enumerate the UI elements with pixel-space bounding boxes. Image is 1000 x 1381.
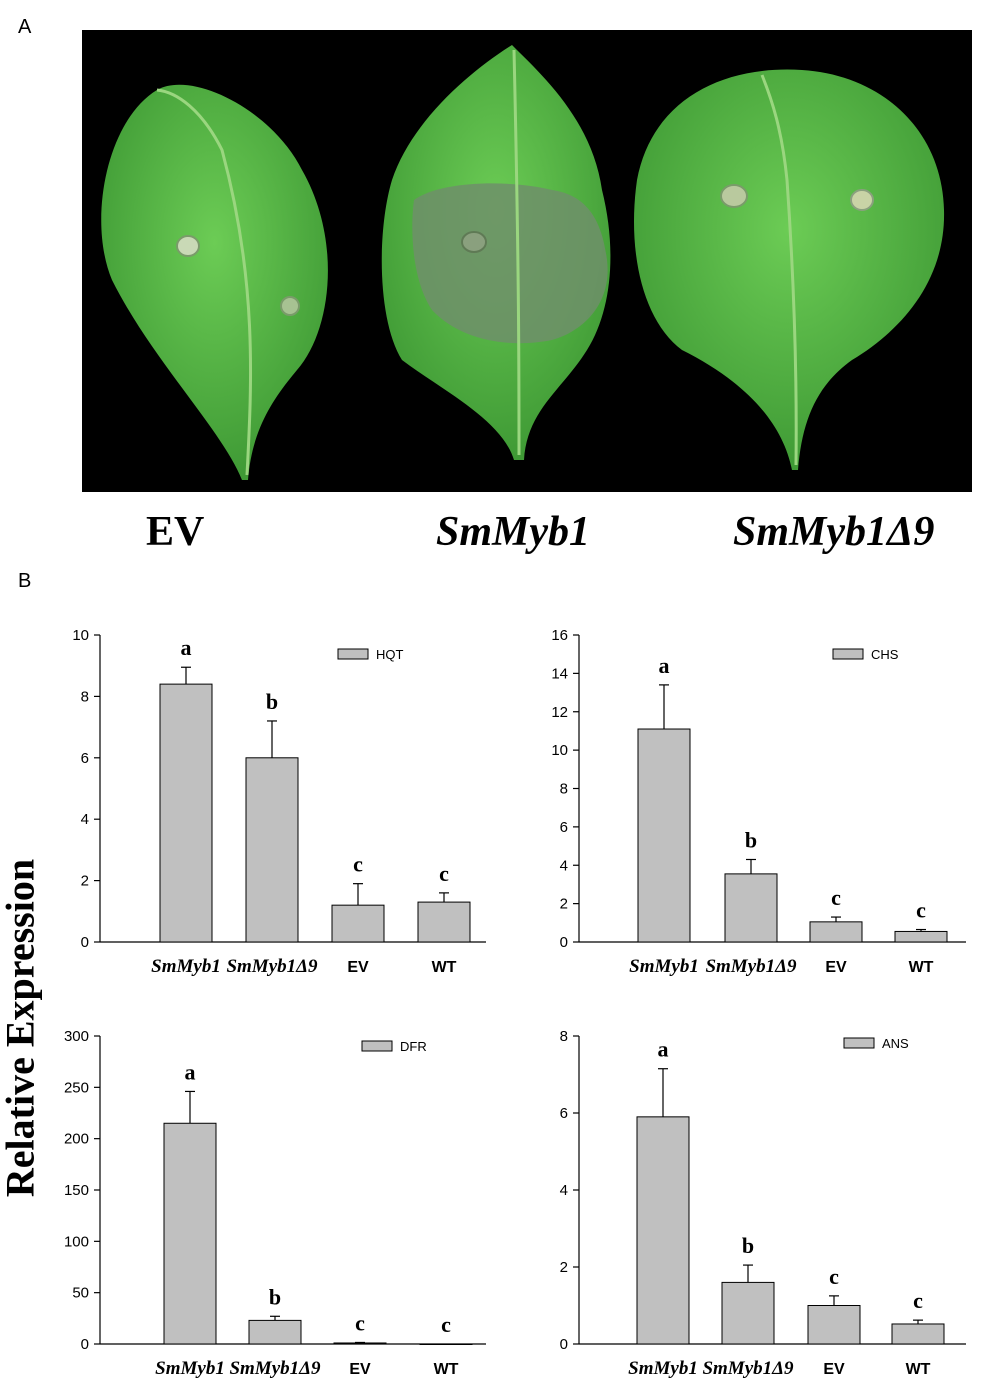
chs-significance-letter: b — [745, 827, 757, 852]
hqt-bar — [331, 904, 385, 943]
hqt-bar — [245, 757, 299, 943]
hqt-ytick-label: 8 — [81, 688, 89, 705]
chs-ytick-label: 10 — [551, 742, 568, 759]
dfr-bar — [419, 1343, 473, 1345]
ans-category-label: EV — [823, 1361, 845, 1378]
hqt-category-label: SmMyb1 — [151, 956, 221, 977]
hqt-ytick-label: 0 — [81, 934, 89, 951]
leaf-smmyb1d9 — [634, 69, 945, 470]
ans-ytick-label: 2 — [560, 1259, 568, 1276]
hqt-category-label: SmMyb1Δ9 — [226, 956, 318, 977]
photo-label-smmyb1: SmMyb1 — [436, 509, 591, 555]
ans-legend-swatch — [843, 1037, 875, 1049]
chs-category-label: SmMyb1 — [629, 956, 699, 977]
dfr-ytick-label: 250 — [64, 1079, 89, 1096]
ans-ytick-label: 0 — [560, 1336, 568, 1353]
chs-significance-letter: a — [659, 653, 670, 678]
leaf-ev — [101, 84, 328, 480]
dfr-significance-letter: c — [355, 1310, 365, 1335]
dfr-significance-letter: b — [269, 1284, 281, 1309]
ans-significance-letter: b — [742, 1233, 754, 1258]
dfr-ytick-label: 50 — [72, 1285, 89, 1302]
dfr-ytick-label: 0 — [81, 1336, 89, 1353]
hqt-significance-letter: c — [353, 852, 363, 877]
chs-bar — [724, 873, 778, 943]
hqt-bar — [417, 901, 471, 943]
chs-ytick-label: 12 — [551, 704, 568, 721]
chs-legend-label: CHS — [871, 647, 899, 662]
chs-ytick-label: 4 — [560, 857, 568, 874]
chs-significance-letter: c — [916, 898, 926, 923]
dfr-bar — [248, 1319, 302, 1345]
dfr-bar — [333, 1342, 387, 1345]
ans-category-label: SmMyb1 — [628, 1358, 698, 1379]
dfr-bar — [163, 1122, 217, 1345]
hqt-significance-letter: c — [439, 861, 449, 886]
leaf-photo — [82, 30, 972, 492]
ans-significance-letter: c — [829, 1264, 839, 1289]
dfr-ytick-label: 100 — [64, 1233, 89, 1250]
dfr-ytick-label: 150 — [64, 1182, 89, 1199]
photo-label-ev: EV — [146, 509, 205, 555]
chs-significance-letter: c — [831, 885, 841, 910]
dfr-significance-letter: c — [441, 1312, 451, 1337]
ans-bar — [636, 1116, 690, 1345]
dfr-category-label: SmMyb1 — [155, 1358, 225, 1379]
chs-category-label: WT — [909, 959, 934, 976]
dfr-legend-swatch — [361, 1040, 393, 1052]
photo-label-smmyb1d9: SmMyb1Δ9 — [733, 509, 935, 555]
ans-significance-letter: c — [913, 1288, 923, 1313]
ans-legend-label: ANS — [882, 1036, 909, 1051]
ans-ytick-label: 8 — [560, 1028, 568, 1045]
hqt-legend-swatch — [337, 648, 369, 660]
dfr-category-label: WT — [434, 1361, 459, 1378]
hqt-significance-letter: b — [266, 689, 278, 714]
dfr-legend-label: DFR — [400, 1039, 427, 1054]
leaf-smmyb1 — [381, 45, 611, 460]
hqt-ytick-label: 6 — [81, 750, 89, 767]
hqt-category-label: WT — [432, 959, 457, 976]
dfr-significance-letter: a — [185, 1059, 196, 1084]
hqt-significance-letter: a — [181, 635, 192, 660]
leaf-photo-drawing — [101, 45, 945, 480]
hqt-legend-label: HQT — [376, 647, 404, 662]
panel-label-b: B — [18, 570, 32, 592]
dfr-category-label: EV — [349, 1361, 371, 1378]
hqt-ytick-label: 4 — [81, 811, 89, 828]
chs-legend-swatch — [832, 648, 864, 660]
dfr-ytick-label: 300 — [64, 1028, 89, 1045]
ans-bar — [891, 1323, 945, 1345]
chs-category-label: SmMyb1Δ9 — [705, 956, 797, 977]
chs-category-label: EV — [825, 959, 847, 976]
hqt-ytick-label: 10 — [72, 627, 89, 644]
chs-bar — [894, 930, 948, 943]
ans-category-label: SmMyb1Δ9 — [702, 1358, 794, 1379]
ans-category-label: WT — [906, 1361, 931, 1378]
dfr-ytick-label: 200 — [64, 1131, 89, 1148]
chs-ytick-label: 6 — [560, 819, 568, 836]
chs-ytick-label: 2 — [560, 896, 568, 913]
hqt-ytick-label: 2 — [81, 873, 89, 890]
dfr-category-label: SmMyb1Δ9 — [229, 1358, 321, 1379]
ans-significance-letter: a — [658, 1037, 669, 1062]
chs-bar — [809, 921, 863, 943]
chs-bar — [637, 728, 691, 943]
panel-label-a: A — [18, 16, 32, 38]
ans-ytick-label: 4 — [560, 1182, 568, 1199]
chs-ytick-label: 16 — [551, 627, 568, 644]
ans-bar — [807, 1305, 861, 1345]
hqt-category-label: EV — [347, 959, 369, 976]
chs-ytick-label: 0 — [560, 934, 568, 951]
chs-ytick-label: 8 — [560, 781, 568, 798]
ans-ytick-label: 6 — [560, 1105, 568, 1122]
hqt-bar — [159, 683, 213, 943]
ans-bar — [721, 1281, 775, 1345]
chs-ytick-label: 14 — [551, 665, 568, 682]
